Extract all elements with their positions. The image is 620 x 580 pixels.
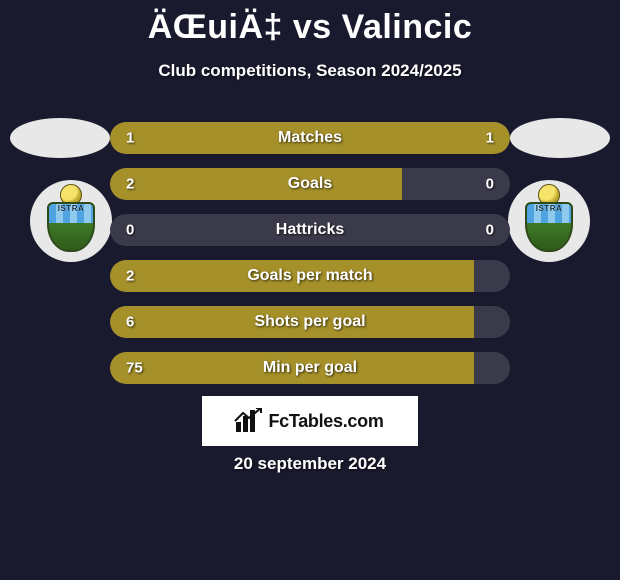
bar-left [110,168,402,200]
stat-value-right: 0 [486,222,494,239]
stat-label: Hattricks [276,221,344,239]
club-crest-icon: ISTRA [521,190,577,252]
stat-row: 6 Shots per goal [110,306,510,338]
stat-label: Goals [288,175,332,193]
stat-value-right: 1 [486,130,494,147]
stat-value-left: 2 [126,176,134,193]
stat-row: 75 Min per goal [110,352,510,384]
stat-value-right: 0 [486,176,494,193]
stat-row: 0 0 Hattricks [110,214,510,246]
stat-value-left: 75 [126,360,143,377]
club-crest-icon: ISTRA [43,190,99,252]
date-text: 20 september 2024 [234,454,386,474]
avatar-left-placeholder [10,118,110,158]
stat-value-left: 1 [126,130,134,147]
stat-value-left: 2 [126,268,134,285]
stat-row: 2 0 Goals [110,168,510,200]
page-title: ÄŒuiÄ‡ vs Valincic [0,0,620,47]
stats-container: 1 1 Matches 2 0 Goals 0 0 Hattricks 2 Goals per ma… [110,122,510,398]
stat-value-left: 0 [126,222,134,239]
page-subtitle: Club competitions, Season 2024/2025 [0,61,620,81]
stat-row: 2 Goals per match [110,260,510,292]
crest-text: ISTRA [58,204,85,213]
club-badge-left: ISTRA [30,180,112,262]
crest-text: ISTRA [536,204,563,213]
avatar-right-placeholder [510,118,610,158]
brand-box: FcTables.com [202,396,418,446]
stat-row: 1 1 Matches [110,122,510,154]
stat-label: Matches [278,129,342,147]
brand-text: FcTables.com [268,411,383,432]
stat-label: Min per goal [263,359,357,377]
stat-label: Goals per match [247,267,372,285]
fctables-logo-icon [236,410,262,432]
stat-value-left: 6 [126,314,134,331]
stat-label: Shots per goal [254,313,365,331]
club-badge-right: ISTRA [508,180,590,262]
